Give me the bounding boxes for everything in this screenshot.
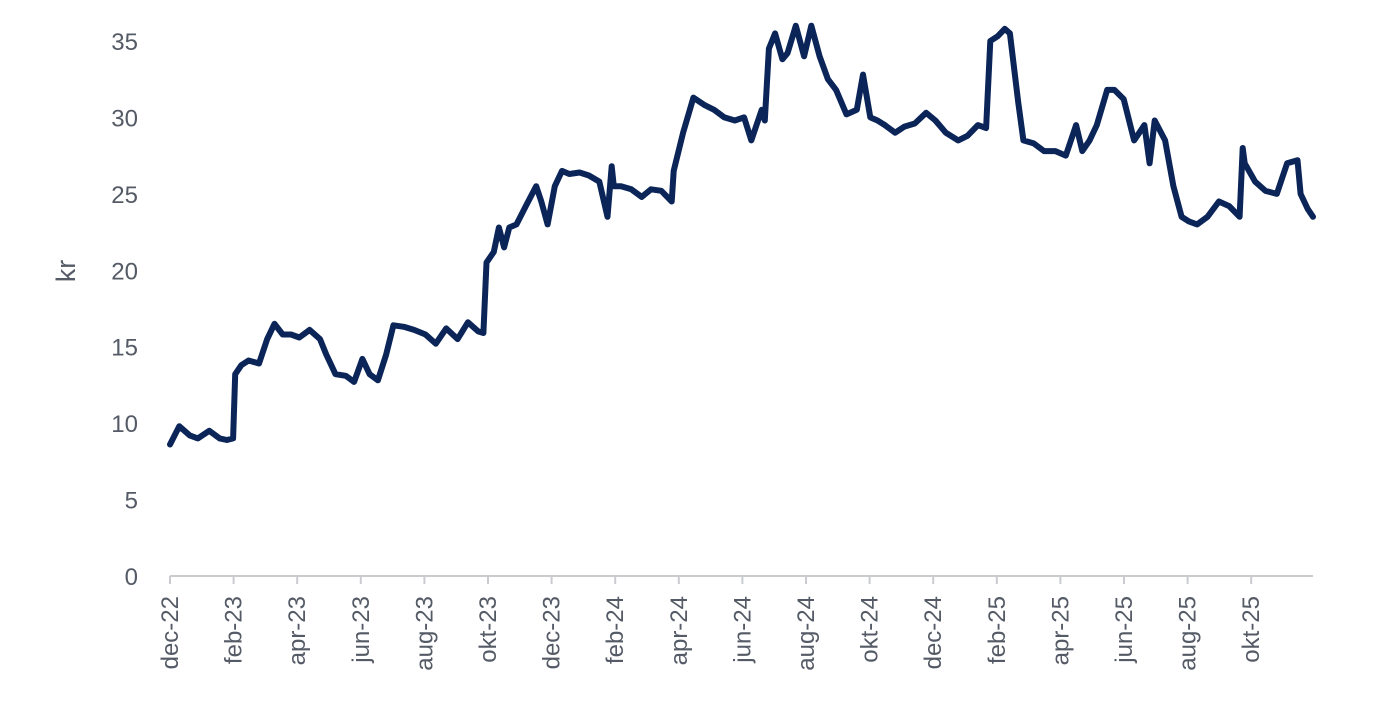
- x-tick-label: okt-25: [1238, 596, 1265, 663]
- x-tick-label: okt-24: [857, 596, 884, 663]
- x-tick-label: jun-24: [729, 596, 756, 664]
- x-tick-label: dec-23: [539, 596, 566, 669]
- x-tick-label: feb-23: [221, 596, 248, 664]
- x-tick-label: dec-24: [920, 596, 947, 669]
- y-tick-label: 30: [111, 105, 138, 132]
- x-tick-label: dec-22: [157, 596, 184, 669]
- y-tick-label: 10: [111, 411, 138, 438]
- x-tick-label: apr-23: [284, 596, 311, 665]
- y-tick-label: 25: [111, 182, 138, 209]
- x-tick-label: feb-24: [602, 596, 629, 664]
- x-tick-label: feb-25: [984, 596, 1011, 664]
- y-tick-label: 15: [111, 335, 138, 362]
- x-tick-label: jun-23: [348, 596, 375, 664]
- x-axis-ticks: dec-22 feb-23 apr-23 jun-23 aug-23 okt-23 dec-…: [157, 576, 1265, 671]
- y-tick-label: 5: [125, 488, 138, 515]
- y-tick-label: 0: [125, 564, 138, 591]
- y-axis-label: kr: [51, 260, 81, 283]
- y-tick-label: 20: [111, 258, 138, 285]
- price-series-line: [167, 22, 1316, 448]
- x-tick-label: apr-25: [1047, 596, 1074, 665]
- y-axis-ticks: 0 5 10 15 20 25 30 35: [111, 29, 138, 591]
- x-tick-label: aug-23: [411, 596, 438, 671]
- x-tick-label: aug-25: [1175, 596, 1202, 671]
- y-tick-label: 35: [111, 29, 138, 56]
- x-tick-label: apr-24: [666, 596, 693, 665]
- x-tick-label: aug-24: [793, 596, 820, 671]
- x-tick-label: jun-25: [1111, 596, 1138, 664]
- x-tick-label: okt-23: [475, 596, 502, 663]
